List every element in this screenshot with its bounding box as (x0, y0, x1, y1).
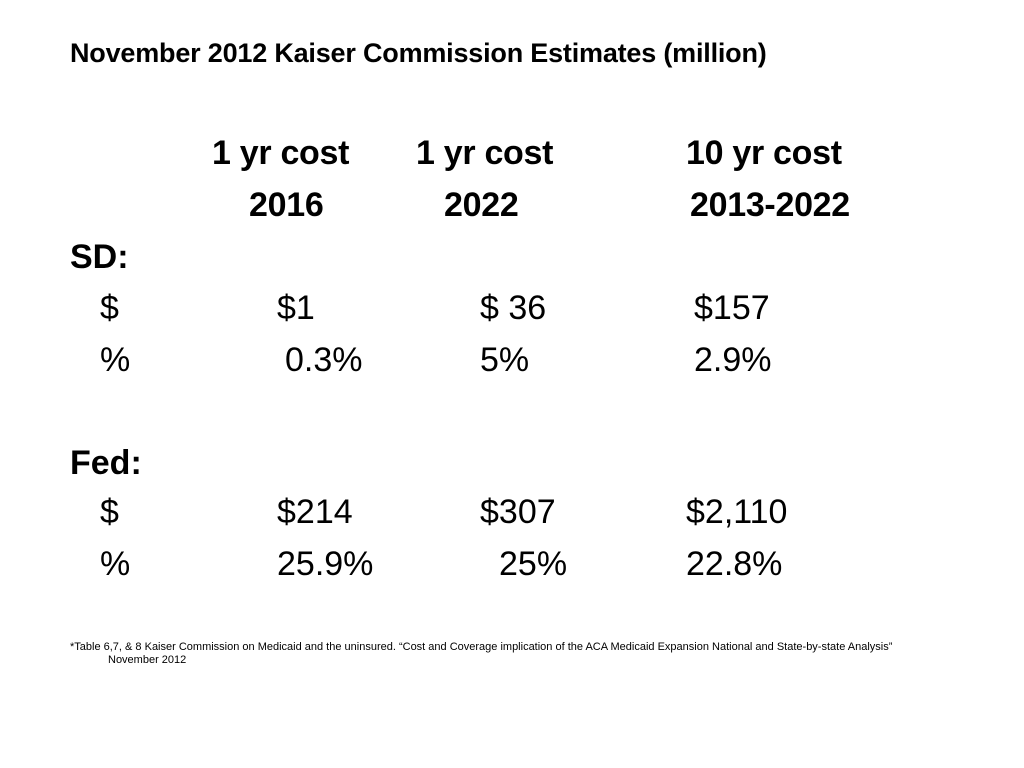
section-label-fed: Fed: (70, 444, 142, 482)
fed-dollar-unit: $ (100, 493, 119, 531)
section-label-sd: SD: (70, 238, 129, 276)
fed-percent-2016: 25.9% (277, 545, 374, 583)
sd-dollar-2022: $ 36 (480, 289, 547, 327)
sd-dollar-2016: $1 (277, 289, 315, 327)
col-header-2016-line1: 1 yr cost (212, 134, 350, 172)
fed-dollar-2022: $307 (480, 493, 556, 531)
sd-percent-10yr: 2.9% (694, 341, 772, 379)
sd-dollar-unit: $ (100, 289, 119, 327)
fed-dollar-2016: $214 (277, 493, 353, 531)
fed-dollar-10yr: $2,110 (686, 493, 788, 531)
col-header-2016-line2: 2016 (249, 186, 324, 224)
col-header-10yr-line2: 2013-2022 (690, 186, 850, 224)
fed-percent-10yr: 22.8% (686, 545, 783, 583)
col-header-10yr-line1: 10 yr cost (686, 134, 842, 172)
sd-percent-2022: 5% (480, 341, 530, 379)
fed-percent-unit: % (100, 545, 131, 583)
fed-percent-2022: 25% (499, 545, 568, 583)
footnote-citation: *Table 6,7, & 8 Kaiser Commission on Med… (70, 641, 893, 653)
slide-title: November 2012 Kaiser Commission Estimate… (70, 38, 767, 68)
sd-dollar-10yr: $157 (694, 289, 770, 327)
col-header-2022-line1: 1 yr cost (416, 134, 554, 172)
sd-percent-2016: 0.3% (285, 341, 363, 379)
sd-percent-unit: % (100, 341, 131, 379)
col-header-2022-line2: 2022 (444, 186, 519, 224)
footnote-date: November 2012 (108, 654, 187, 666)
